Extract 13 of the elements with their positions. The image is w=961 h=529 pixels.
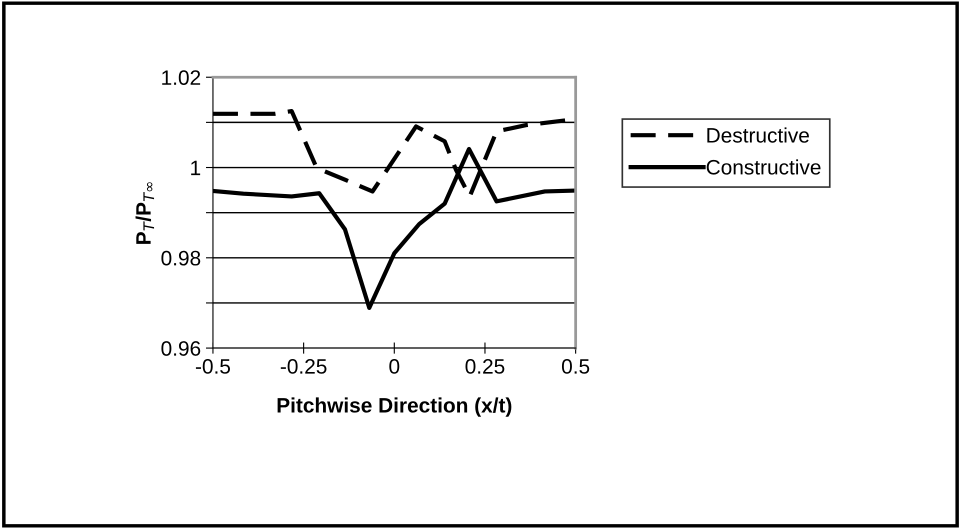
y-tick-label: 1 bbox=[191, 160, 200, 176]
y-tick-label: 0.96 bbox=[161, 341, 200, 356]
x-tick-label: 0 bbox=[389, 359, 400, 374]
x-tick-label: 0.5 bbox=[562, 359, 590, 374]
y-tick-label: 0.98 bbox=[161, 250, 200, 266]
y-axis-title: P$_{T}$/P$_{T∞}$ bbox=[136, 182, 154, 244]
x-tick-label: 0.25 bbox=[466, 359, 504, 374]
y-tick-label: 1.02 bbox=[162, 70, 200, 85]
x-tick-label: -0.5 bbox=[196, 359, 230, 374]
legend-label: Destructive bbox=[707, 127, 809, 143]
x-tick-label: -0.25 bbox=[280, 359, 326, 374]
x-axis-title: Pitchwise Direction (x/t) bbox=[278, 397, 512, 417]
legend-label: Constructive bbox=[706, 159, 821, 175]
